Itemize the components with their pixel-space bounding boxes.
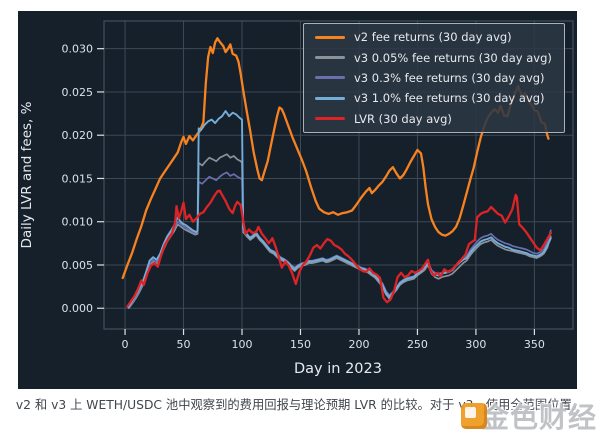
legend-label: v3 1.0% fee returns (30 day avg) — [354, 91, 545, 106]
legend-item-v3_03: v3 0.3% fee returns (30 day avg) — [304, 68, 564, 88]
axis-ticks — [97, 48, 536, 335]
legend-swatch-v2 — [315, 35, 345, 39]
y-tick-label: 0.020 — [62, 129, 94, 142]
y-tick-label: 0.010 — [62, 216, 94, 229]
watermark-text: 金色财经 — [480, 401, 597, 434]
x-tick-label: 100 — [232, 338, 253, 351]
y-tick-label: 0.015 — [62, 172, 94, 185]
watermark: 金色财经 — [460, 399, 597, 434]
x-axis-title: Day in 2023 — [294, 361, 382, 377]
y-axis-title: Daily LVR and fees, % — [19, 101, 35, 248]
legend-label: v2 fee returns (30 day avg) — [354, 30, 512, 45]
x-tick-label: 300 — [465, 338, 486, 351]
x-tick-label: 350 — [524, 338, 545, 351]
series-line-lvr — [126, 189, 552, 308]
legend-item-v3_005: v3 0.05% fee returns (30 day avg) — [304, 48, 564, 68]
legend: v2 fee returns (30 day avg) v3 0.05% fee … — [303, 23, 565, 133]
x-tick-label: 200 — [348, 338, 369, 351]
y-tick-label: 0.030 — [62, 43, 94, 56]
series-line-v3_10 — [127, 110, 552, 309]
legend-swatch-v3_03 — [315, 76, 345, 80]
legend-item-v2: v2 fee returns (30 day avg) — [304, 27, 564, 47]
legend-item-v3_10: v3 1.0% fee returns (30 day avg) — [304, 88, 564, 108]
y-tick-label: 0.000 — [62, 302, 94, 315]
legend-swatch-v3_005 — [315, 56, 345, 60]
watermark-logo-icon — [460, 403, 487, 429]
y-tick-label: 0.025 — [62, 86, 94, 99]
x-tick-label: 0 — [122, 338, 129, 351]
x-tick-label: 250 — [407, 338, 428, 351]
axis-tick-labels: 0 50 100 150 200 250 300 350 0.000 0.005 0.010 0.01… — [62, 43, 545, 351]
legend-item-lvr: LVR (30 day avg) — [304, 109, 564, 129]
x-tick-label: 50 — [177, 338, 191, 351]
x-tick-label: 150 — [290, 338, 311, 351]
legend-swatch-v3_10 — [315, 96, 345, 100]
legend-swatch-lvr — [315, 117, 345, 121]
caption: v2 和 v3 上 WETH/USDC 池中观察到的费用回报与理论预期 LVR … — [15, 398, 585, 412]
y-tick-label: 0.005 — [62, 259, 94, 272]
legend-label: v3 0.05% fee returns (30 day avg) — [354, 50, 552, 65]
plot-border — [103, 20, 574, 330]
legend-label: v3 0.3% fee returns (30 day avg) — [354, 70, 545, 85]
legend-label: LVR (30 day avg) — [354, 111, 452, 126]
